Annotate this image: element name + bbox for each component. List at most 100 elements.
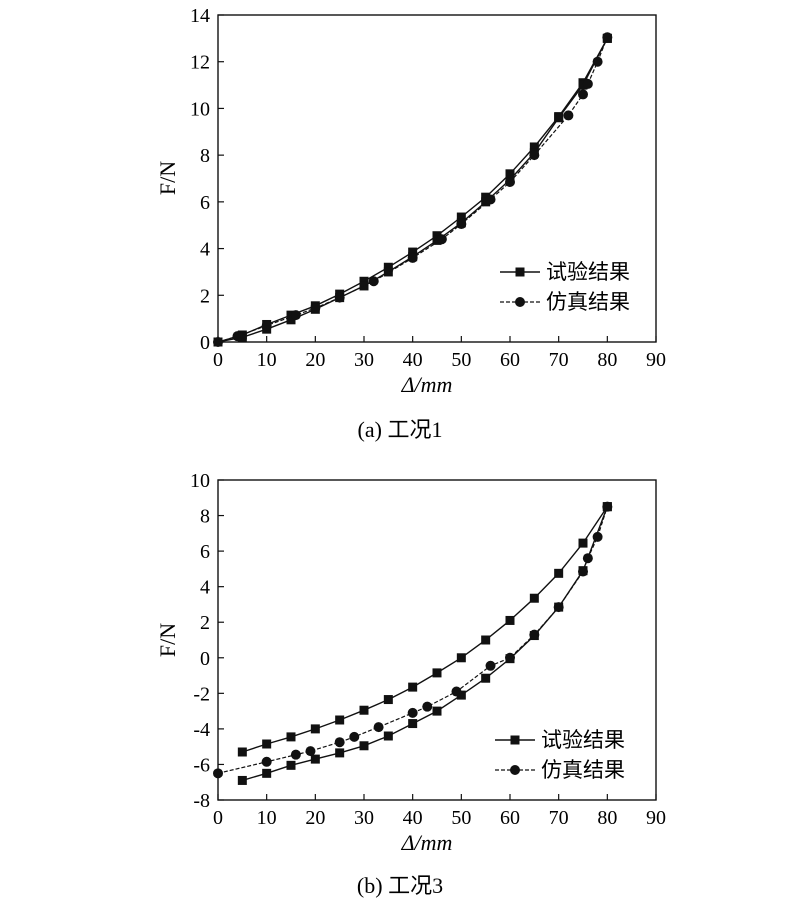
series-line <box>242 506 608 753</box>
legend-label: 试验结果 <box>541 728 625 752</box>
legend-label: 试验结果 <box>546 260 630 284</box>
square-marker <box>310 754 320 764</box>
x-tick-label: 40 <box>403 807 423 829</box>
square-marker <box>432 668 442 678</box>
x-tick-label: 20 <box>305 349 325 371</box>
x-tick-label: 50 <box>451 807 471 829</box>
square-marker <box>578 80 588 90</box>
square-marker <box>529 142 539 152</box>
circle-marker <box>553 602 564 613</box>
square-marker <box>237 747 247 757</box>
circle-marker <box>436 234 447 245</box>
circle-marker <box>592 531 603 542</box>
circle-marker <box>592 56 603 67</box>
square-marker <box>383 695 393 705</box>
square-marker <box>286 760 296 770</box>
x-tick-label: 30 <box>354 807 374 829</box>
y-tick-label: 0 <box>200 648 210 670</box>
circle-marker <box>582 553 593 564</box>
square-marker <box>456 212 466 222</box>
circle-marker <box>305 746 316 757</box>
x-tick-label: 80 <box>597 807 617 829</box>
square-marker <box>359 705 369 715</box>
y-tick-label: -4 <box>193 719 210 741</box>
square-marker <box>408 682 418 692</box>
square-marker <box>432 706 442 716</box>
square-marker <box>481 197 491 207</box>
legend-square-marker <box>515 267 525 277</box>
circle-marker <box>505 177 515 188</box>
x-tick-label: 90 <box>646 349 666 371</box>
y-tick-label: -6 <box>193 754 210 776</box>
x-axis-label: Δ/mm <box>401 830 453 855</box>
square-marker <box>432 235 442 245</box>
square-marker <box>578 538 588 548</box>
legend-circle-marker <box>510 765 520 775</box>
y-tick-label: -8 <box>193 790 210 812</box>
legend-square-marker <box>510 735 520 745</box>
legend-circle-marker <box>515 297 525 307</box>
circle-marker <box>213 337 223 347</box>
y-axis-label: F/N <box>155 623 180 657</box>
y-tick-label: 8 <box>200 145 210 167</box>
experiment-series <box>237 502 612 757</box>
circle-marker <box>602 501 613 512</box>
panel-caption: (b) 工况3 <box>357 873 443 898</box>
square-marker <box>456 690 466 700</box>
x-tick-label: 30 <box>354 349 374 371</box>
square-marker <box>310 724 320 734</box>
x-tick-label: 10 <box>257 349 277 371</box>
y-tick-label: 6 <box>200 541 210 563</box>
circle-marker <box>407 252 418 263</box>
simulation-series <box>213 32 613 347</box>
circle-marker <box>349 731 360 742</box>
square-marker <box>262 768 272 778</box>
square-marker <box>456 653 466 663</box>
circle-marker <box>290 310 301 321</box>
circle-marker <box>529 150 540 161</box>
square-marker <box>286 732 296 742</box>
square-marker <box>383 731 393 741</box>
circle-marker <box>407 707 418 718</box>
circle-marker <box>505 652 515 663</box>
x-tick-label: 0 <box>213 349 223 371</box>
circle-marker <box>261 756 272 767</box>
x-tick-label: 50 <box>451 349 471 371</box>
square-marker <box>505 169 515 179</box>
circle-marker <box>563 110 574 121</box>
chart-panel-b: 0 10 20 30 40 50 60 70 80 90 -8 -6 -4 -2 0 2 4 6 8 10 Δ/mm F/… <box>155 470 666 898</box>
x-tick-label: 0 <box>213 807 223 829</box>
x-tick-label: 10 <box>257 807 277 829</box>
square-marker <box>505 615 515 625</box>
circle-marker <box>529 629 540 640</box>
square-marker <box>335 748 345 758</box>
circle-marker <box>602 32 613 43</box>
square-marker <box>432 231 442 241</box>
x-tick-label: 70 <box>549 807 569 829</box>
plot-frame <box>217 479 657 801</box>
x-tick-label: 20 <box>305 807 325 829</box>
x-tick-label: 90 <box>646 807 666 829</box>
y-tick-label: 2 <box>200 285 210 307</box>
y-tick-label: 6 <box>200 192 210 214</box>
circle-marker <box>334 292 345 303</box>
legend-label: 仿真结果 <box>546 290 630 314</box>
square-marker <box>286 315 296 325</box>
circle-marker <box>456 219 467 230</box>
circle-marker <box>261 320 272 331</box>
circle-marker <box>451 686 462 697</box>
circle-marker <box>582 78 593 89</box>
y-tick-label: 4 <box>200 239 210 261</box>
x-axis-label: Δ/mm <box>401 372 453 397</box>
x-tick-label: 40 <box>403 349 423 371</box>
circle-marker <box>290 749 301 760</box>
circle-marker <box>578 89 588 100</box>
y-axis-label: F/N <box>155 161 180 195</box>
square-marker <box>481 635 491 645</box>
y-tick-label: 14 <box>190 5 210 27</box>
y-tick-label: -2 <box>193 683 210 705</box>
square-marker <box>408 719 418 729</box>
circle-marker <box>334 737 345 748</box>
